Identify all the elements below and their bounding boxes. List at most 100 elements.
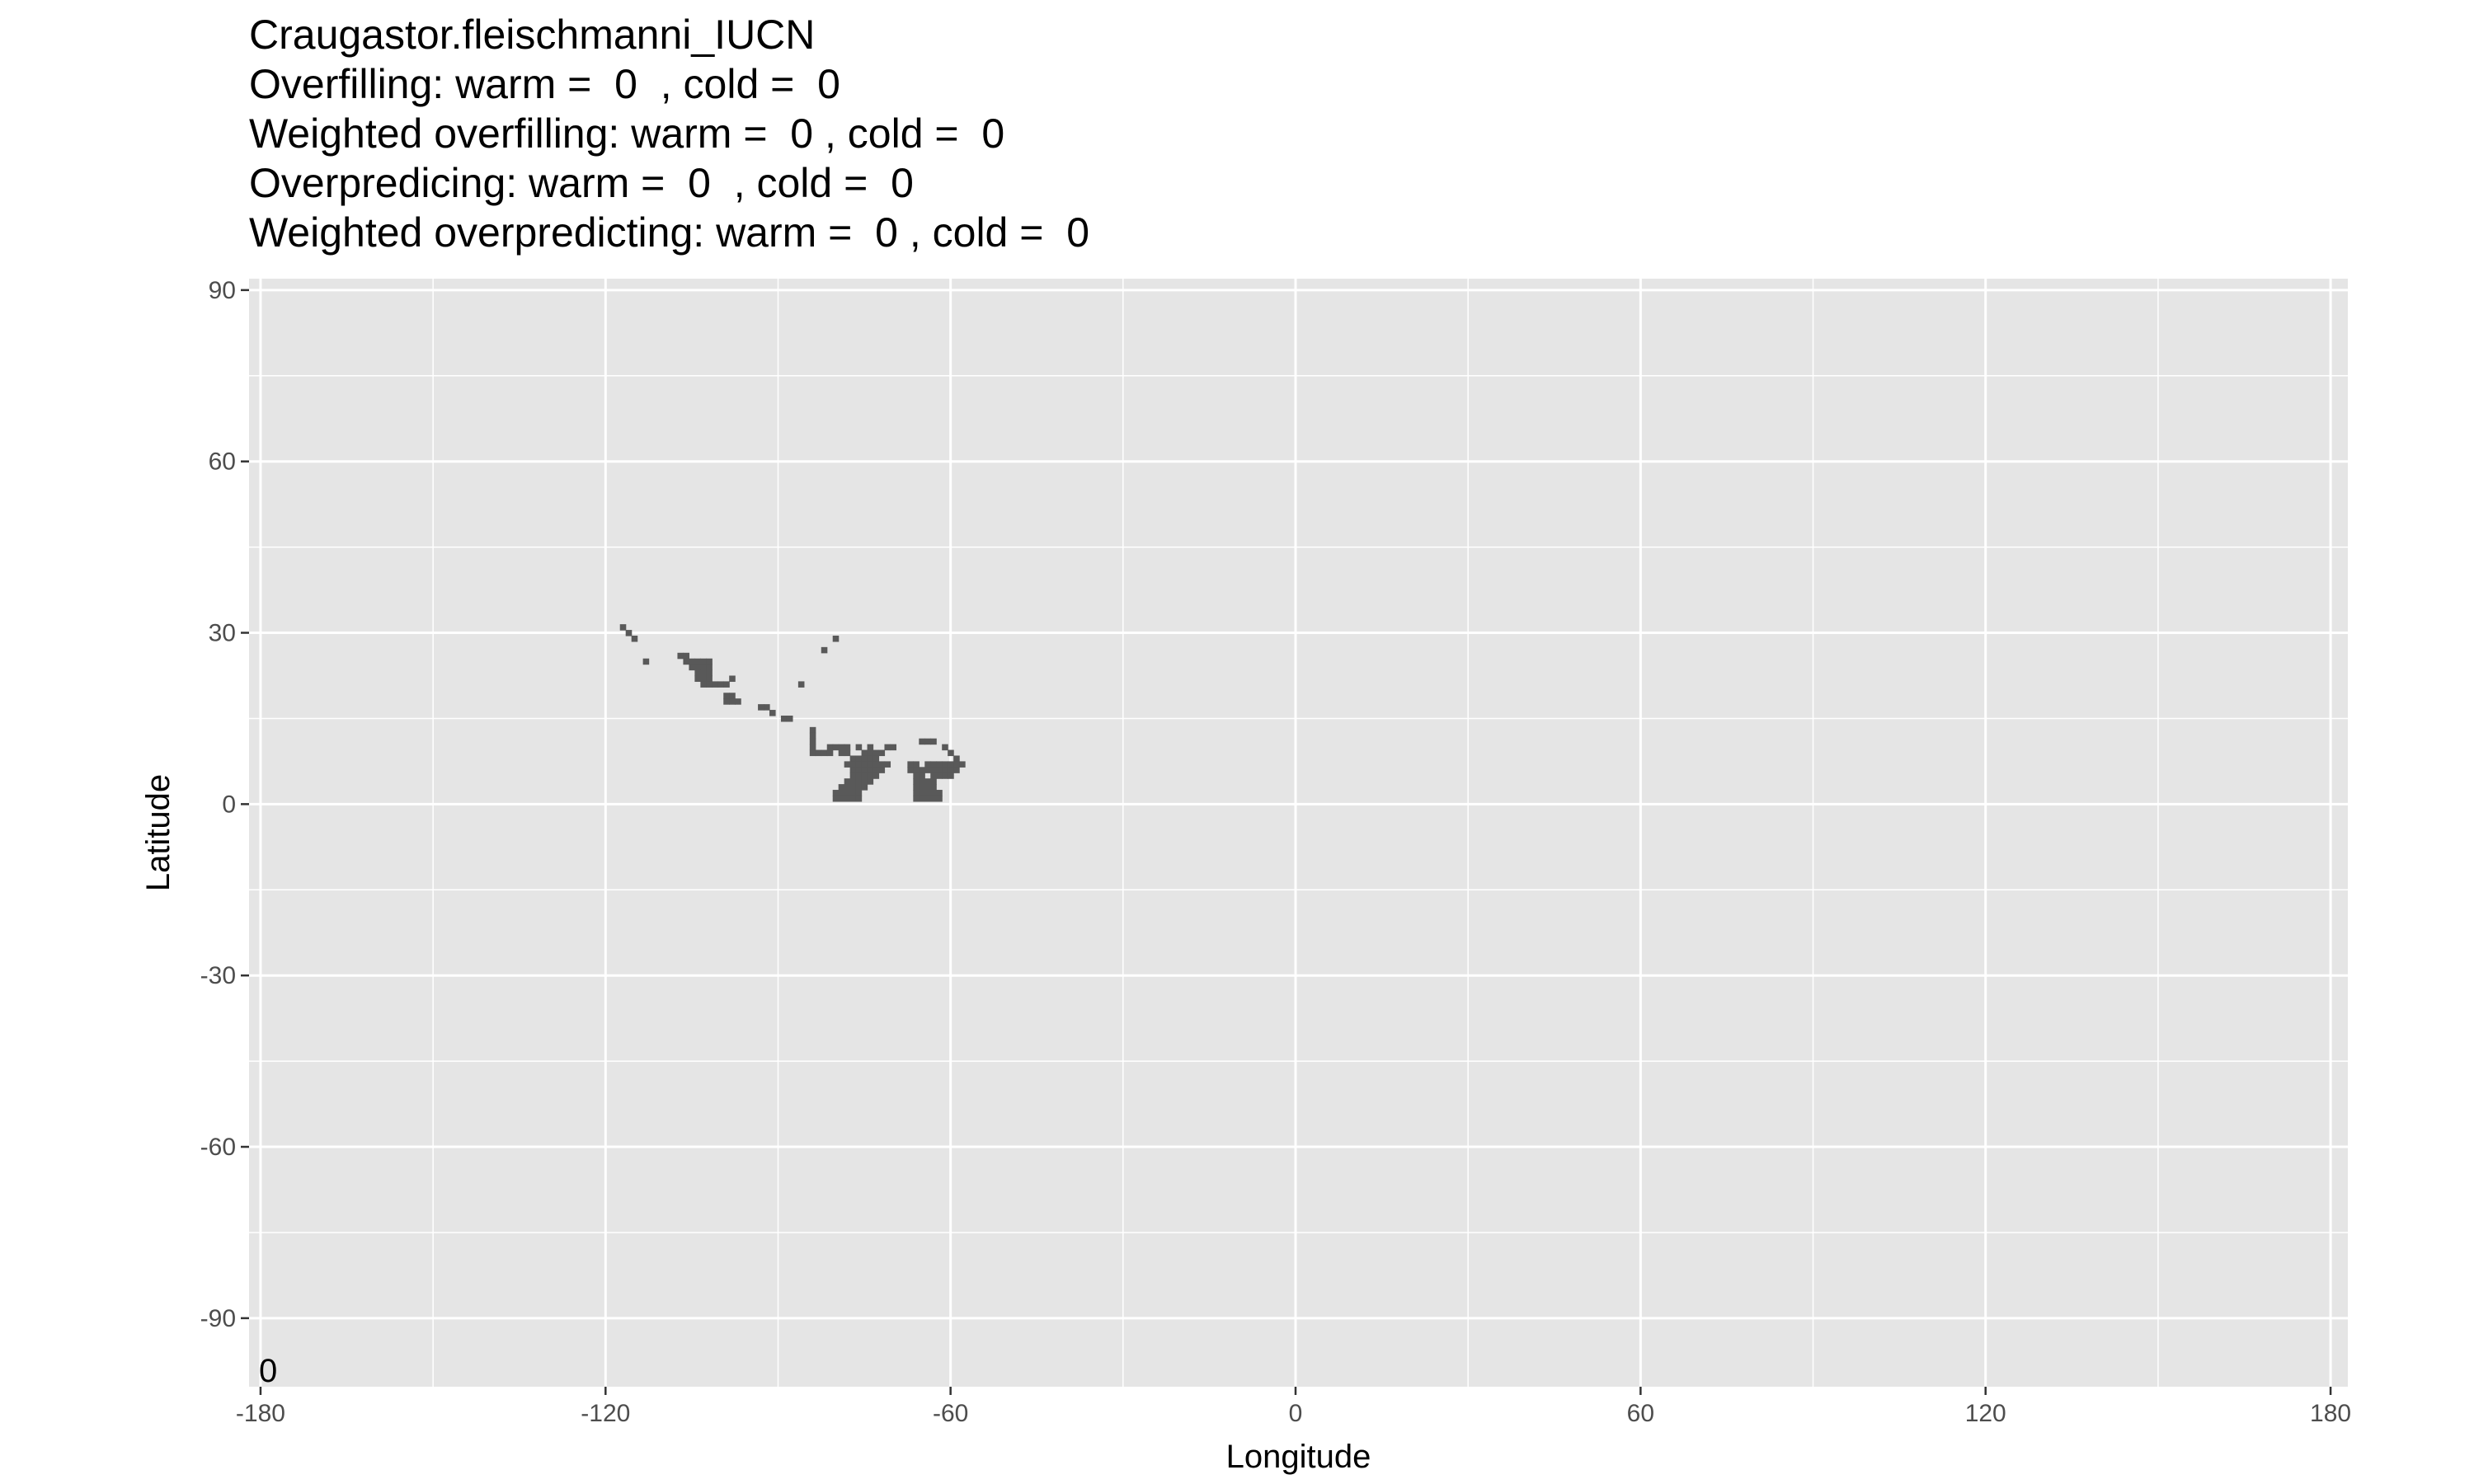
range-cell — [930, 761, 937, 768]
range-cell — [855, 790, 863, 796]
range-cell — [913, 784, 920, 791]
range-cell — [809, 744, 816, 751]
range-cell — [953, 761, 960, 768]
corner-annotation: 0 — [259, 1353, 277, 1389]
range-cell — [919, 738, 925, 745]
range-cell — [867, 749, 874, 757]
range-cell — [700, 681, 707, 688]
y-tick-label: 60 — [209, 448, 236, 476]
range-cell — [729, 675, 736, 683]
range-cell — [809, 732, 816, 740]
range-cell — [625, 630, 633, 636]
range-cell — [861, 755, 868, 763]
range-cell — [948, 749, 954, 757]
range-cell — [700, 675, 707, 683]
range-cell — [844, 761, 851, 768]
range-cell — [913, 778, 920, 785]
x-tick-label: 180 — [2310, 1400, 2351, 1427]
range-cell — [872, 761, 880, 768]
range-cell — [936, 790, 943, 796]
title-weighted-overfilling: Weighted overfilling: warm = 0 , cold = … — [249, 110, 1005, 157]
range-cell — [913, 795, 920, 802]
range-cell — [838, 795, 845, 802]
range-cell — [694, 664, 701, 671]
range-cell — [689, 664, 695, 671]
range-cell — [948, 767, 954, 773]
range-cell — [861, 761, 868, 768]
range-cell — [907, 767, 914, 773]
range-cell — [919, 784, 925, 791]
range-cell — [867, 755, 874, 763]
x-tick-label: 0 — [1289, 1400, 1303, 1427]
range-cell — [930, 773, 937, 779]
range-cell — [861, 773, 868, 779]
range-cell — [878, 761, 886, 768]
range-cell — [913, 761, 920, 768]
plot-title: Craugastor.fleischmanni_IUCN Overfilling… — [249, 10, 1089, 257]
range-cell — [924, 738, 931, 745]
range-cell — [832, 635, 840, 642]
range-cell — [758, 704, 764, 711]
range-cell — [942, 767, 948, 773]
title-overpredicing: Overpredicing: warm = 0 , cold = 0 — [249, 160, 914, 206]
range-cell — [953, 755, 960, 763]
range-cell — [936, 767, 943, 773]
range-cell — [706, 675, 713, 683]
range-cell — [855, 773, 863, 779]
range-cell — [930, 778, 937, 785]
range-cell — [872, 749, 880, 757]
range-cell — [780, 715, 788, 722]
range-cell — [936, 773, 943, 779]
range-cell — [890, 744, 897, 751]
range-cell — [867, 767, 874, 773]
title-weighted-overpredicting: Weighted overpredicting: warm = 0 , cold… — [249, 209, 1090, 256]
range-cell — [729, 693, 736, 699]
range-cell — [809, 749, 816, 757]
plot-panel — [249, 279, 2348, 1387]
range-cell — [849, 790, 857, 796]
range-cell — [930, 738, 937, 745]
range-cell — [861, 778, 868, 785]
range-cell — [930, 790, 937, 796]
range-cell — [867, 744, 874, 751]
range-cell — [884, 744, 891, 751]
range-cell — [694, 658, 701, 665]
range-cell — [838, 744, 845, 751]
range-cell — [872, 755, 880, 763]
range-cell — [838, 790, 845, 796]
minor-gridlines — [249, 279, 2348, 1387]
range-cell — [849, 778, 857, 785]
range-cell — [706, 669, 713, 677]
range-cell — [832, 744, 840, 751]
range-cell — [948, 773, 954, 779]
range-cell — [769, 710, 776, 716]
title-overfilling: Overfilling: warm = 0 , cold = 0 — [249, 61, 840, 107]
range-cell — [924, 778, 931, 785]
y-tick-label: 0 — [222, 791, 236, 818]
range-cell — [924, 767, 931, 773]
title-species-name: Craugastor.fleischmanni_IUCN — [249, 12, 816, 58]
range-cell — [821, 646, 828, 654]
range-cell — [797, 681, 805, 688]
range-cell — [838, 749, 845, 757]
range-cell — [700, 658, 707, 665]
range-cell — [913, 790, 920, 796]
range-cell — [619, 624, 627, 631]
range-cell — [855, 778, 863, 785]
y-tick-label: -90 — [200, 1305, 236, 1332]
y-tick-label: -60 — [200, 1134, 236, 1161]
range-cell — [706, 658, 713, 665]
range-cell — [844, 744, 851, 751]
range-cell — [867, 773, 874, 779]
range-cell — [706, 664, 713, 671]
range-cell — [872, 767, 880, 773]
range-cell — [700, 669, 707, 677]
range-cell — [786, 715, 793, 722]
range-cell — [849, 795, 857, 802]
range-cell — [683, 652, 690, 660]
range-cell — [919, 778, 925, 785]
y-tick-label: 30 — [209, 620, 236, 647]
range-cell — [677, 652, 684, 660]
major-gridlines — [249, 279, 2348, 1387]
range-cell — [855, 761, 863, 768]
